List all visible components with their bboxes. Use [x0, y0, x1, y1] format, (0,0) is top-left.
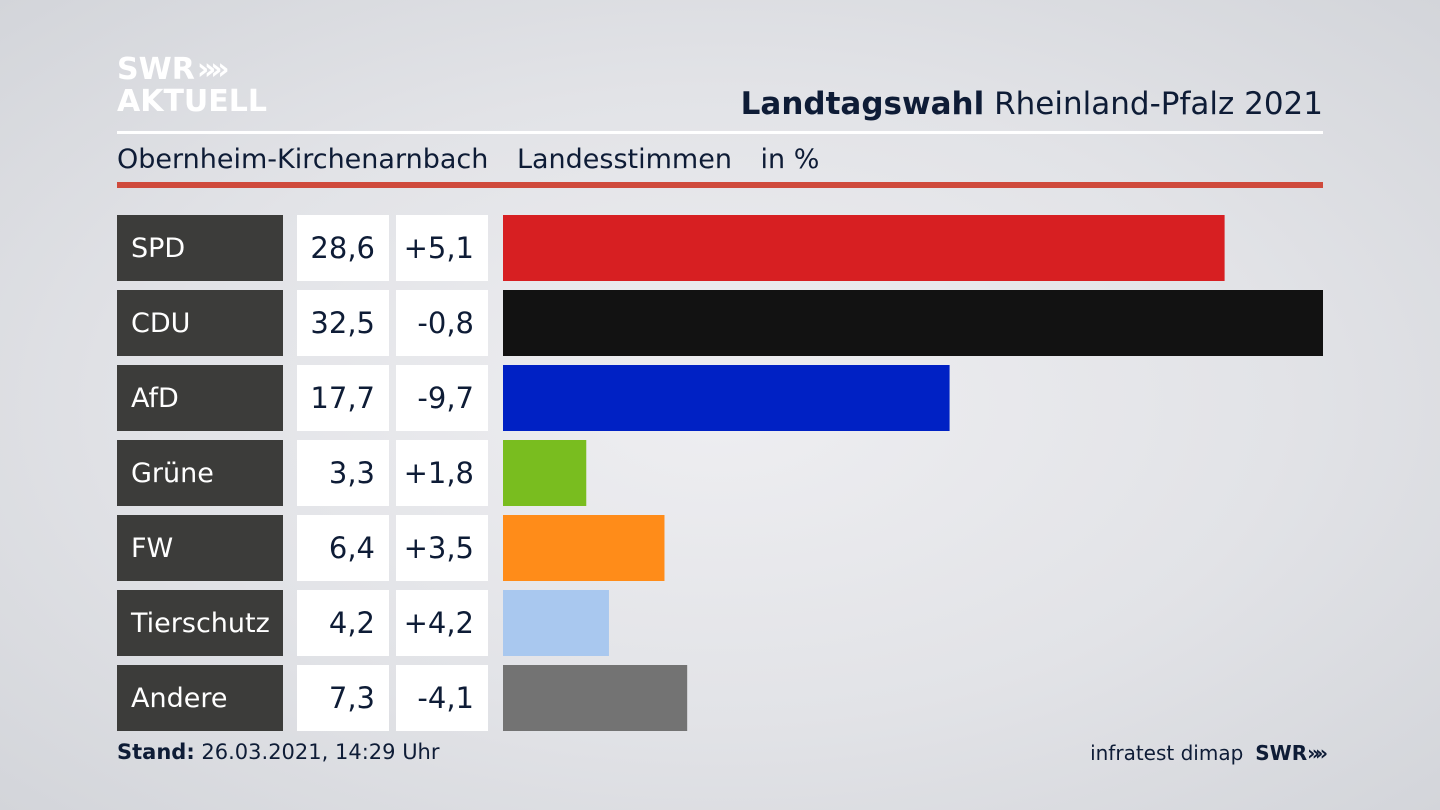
party-label-box [117, 440, 283, 506]
bar [503, 665, 688, 731]
chart-subtitle: Obernheim-Kirchenarnbach Landesstimmen i… [117, 144, 839, 175]
bar-row: Tierschutz 4,2 +4,2 [117, 590, 609, 656]
footer-credits: infratest dimap SWR »» [1090, 741, 1328, 765]
data-label: 6,4 [329, 531, 375, 565]
bar-row: SPD 28,6 +5,1 [117, 215, 1225, 281]
accent-divider [117, 182, 1323, 188]
logo-aktuell-text: AKTUELL [117, 84, 268, 119]
party-label: Grüne [131, 458, 214, 489]
change-label: +1,8 [404, 456, 474, 490]
change-label: -0,8 [417, 306, 474, 340]
data-label: 3,3 [329, 456, 375, 490]
bar [503, 440, 587, 506]
change-box [396, 590, 488, 656]
value-box [297, 590, 389, 656]
change-box [396, 215, 488, 281]
change-box [396, 365, 488, 431]
value-box [297, 440, 389, 506]
data-label: 17,7 [310, 381, 375, 415]
data-label: 28,6 [310, 231, 375, 265]
bar [503, 515, 665, 581]
swr-aktuell-logo: SWR »» AKTUELL [117, 54, 267, 118]
change-label: +5,1 [404, 231, 474, 265]
party-label-box [117, 215, 283, 281]
value-box [297, 515, 389, 581]
brand-chevron-icon: » [1315, 741, 1328, 765]
party-label-box [117, 365, 283, 431]
page-title: Landtagswahl Rheinland-Pfalz 2021 [741, 86, 1323, 122]
data-label: 7,3 [329, 681, 375, 715]
bar-row: Grüne 3,3 +1,8 [117, 440, 587, 506]
bar [503, 590, 609, 656]
value-box [297, 365, 389, 431]
party-label-box [117, 665, 283, 731]
stand-value: 26.03.2021, 14:29 Uhr [201, 740, 440, 764]
party-label: CDU [131, 308, 190, 339]
value-box [297, 290, 389, 356]
bar-row: FW 6,4 +3,5 [117, 515, 665, 581]
party-label: SPD [131, 233, 185, 264]
change-label: +3,5 [404, 531, 474, 565]
bar [503, 215, 1225, 281]
bar-row: Andere 7,3 -4,1 [117, 665, 688, 731]
party-label: FW [131, 533, 173, 564]
party-label: Tierschutz [130, 608, 270, 639]
bar [503, 290, 1323, 356]
party-label: Andere [131, 683, 227, 714]
bar [503, 365, 950, 431]
logo-chevron-icon: » [210, 52, 230, 87]
bar-row: AfD 17,7 -9,7 [117, 365, 950, 431]
subtitle-unit: in % [760, 144, 820, 175]
change-label: -4,1 [417, 681, 474, 715]
change-label: +4,2 [404, 606, 474, 640]
value-box [297, 215, 389, 281]
change-label: -9,7 [417, 381, 474, 415]
party-label-box [117, 290, 283, 356]
change-box [396, 515, 488, 581]
brand-chevron-icon: » [1307, 741, 1320, 765]
party-label-box [117, 590, 283, 656]
bar-row: CDU 32,5 -0,8 [117, 290, 1323, 356]
party-label: AfD [131, 383, 179, 414]
header-divider [117, 131, 1323, 134]
change-box [396, 665, 488, 731]
title-rest: Rheinland-Pfalz 2021 [994, 86, 1323, 122]
brand-label: SWR [1255, 741, 1308, 765]
subtitle-metric: Landesstimmen [516, 144, 732, 175]
data-label: 4,2 [329, 606, 375, 640]
logo-swr-text: SWR [117, 52, 195, 87]
stand-label: Stand: [117, 740, 195, 764]
subtitle-place: Obernheim-Kirchenarnbach [117, 144, 489, 175]
timestamp: Stand: 26.03.2021, 14:29 Uhr [117, 740, 440, 764]
results-bar-chart: SPD 28,6 +5,1 CDU 32,5 -0,8 AfD 17,7 -9,7 Grüne 3,… [117, 215, 1323, 731]
change-box [396, 290, 488, 356]
party-label-box [117, 515, 283, 581]
source-label: infratest dimap [1090, 741, 1244, 765]
value-box [297, 665, 389, 731]
data-label: 32,5 [310, 306, 375, 340]
title-bold: Landtagswahl [740, 86, 985, 122]
logo-chevron-icon: » [196, 52, 217, 87]
change-box [396, 440, 488, 506]
